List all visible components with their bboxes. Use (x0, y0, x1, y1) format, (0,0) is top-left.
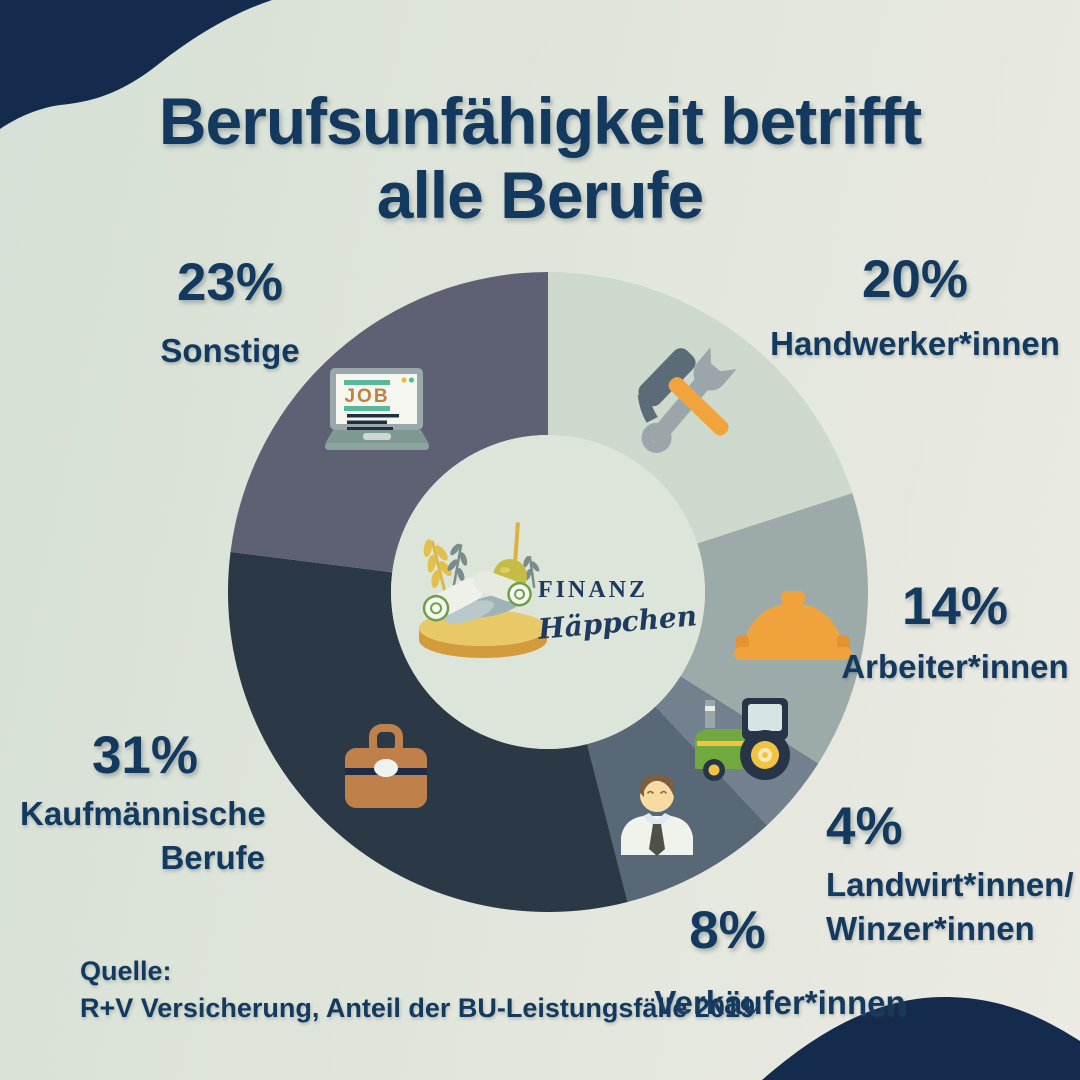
slice-label-sonstige: Sonstige (160, 332, 300, 369)
slice-label-verkaeufer: Verkäufer*innen (654, 984, 906, 1021)
slice-label-kaufmaennische-line2: Berufe (160, 839, 265, 876)
slice-percent-sonstige: 23% (176, 253, 284, 312)
slice-percent-arbeiter: 14% (901, 577, 1009, 636)
laptop-job-icon: JOB (325, 368, 429, 450)
page-title: Berufsunfähigkeit betrifft alle Berufe (0, 84, 1080, 232)
source-label: Quelle: (80, 956, 172, 986)
label-arbeiter: 14% Arbeiter*innen (800, 577, 1080, 689)
finanz-haeppchen-logo-illustration (419, 522, 547, 658)
logo-finanz-text: FINANZ (538, 577, 648, 603)
slice-label-landwirt-line1: Landwirt*innen/ (826, 866, 1074, 903)
hard-hat-icon (734, 591, 852, 660)
donut-slice-kaufm-nnische-berufe (227, 551, 628, 913)
slice-percent-handwerker: 20% (861, 250, 969, 309)
label-verkaeufer: 8% Verkäufer*innen (595, 901, 945, 1025)
corner-blob-bottom-right (762, 997, 1080, 1080)
page-title-line1: Berufsunfähigkeit betrifft (158, 84, 922, 158)
laptop-screen-text: JOB (344, 386, 389, 407)
corner-blob-top-left (0, 0, 272, 129)
hammer-wrench-icon (637, 347, 737, 453)
briefcase-icon (345, 724, 427, 808)
source-text: R+V Versicherung, Anteil der BU-Leistung… (80, 993, 755, 1023)
label-sonstige: 23% Sonstige (80, 253, 380, 373)
finanz-haeppchen-logo: FINANZ Häppchen (419, 522, 698, 658)
slice-label-arbeiter: Arbeiter*innen (841, 648, 1069, 685)
tractor-icon (695, 698, 790, 781)
slice-percent-landwirt: 4% (826, 797, 903, 856)
slice-label-handwerker: Handwerker*innen (770, 325, 1060, 362)
slice-label-landwirt-line2: Winzer*innen (826, 910, 1035, 947)
page-title-line2: alle Berufe (376, 158, 704, 232)
label-landwirt-winzer: 4% Landwirt*innen/ Winzer*innen (826, 797, 1074, 951)
slice-percent-kaufmaennische: 31% (91, 726, 199, 785)
source-note: Quelle: R+V Versicherung, Anteil der BU-… (80, 953, 755, 1027)
donut-hole (391, 435, 705, 749)
salesperson-icon (621, 775, 693, 856)
slice-label-kaufmaennische-line1: Kaufmännische (20, 795, 266, 832)
slice-percent-verkaeufer: 8% (689, 901, 766, 960)
label-kaufmaennische: Kaufmännische Berufe (20, 792, 266, 880)
label-handwerker: 20% Handwerker*innen (765, 250, 1065, 366)
